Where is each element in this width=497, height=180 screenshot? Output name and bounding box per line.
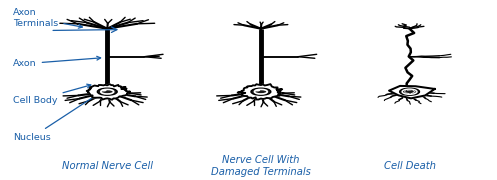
Text: Cell Death: Cell Death — [384, 161, 435, 171]
Polygon shape — [238, 84, 282, 100]
Text: Axon: Axon — [13, 56, 100, 68]
Text: Nerve Cell With
Damaged Terminals: Nerve Cell With Damaged Terminals — [211, 155, 311, 177]
Circle shape — [97, 88, 117, 95]
Text: Normal Nerve Cell: Normal Nerve Cell — [62, 161, 153, 171]
Text: Cell Body: Cell Body — [13, 84, 91, 105]
Text: Axon
Terminals: Axon Terminals — [13, 8, 83, 28]
Circle shape — [400, 88, 419, 95]
Text: Nucleus: Nucleus — [13, 92, 101, 142]
Circle shape — [254, 89, 260, 91]
Circle shape — [101, 89, 106, 91]
Polygon shape — [86, 84, 130, 100]
Circle shape — [251, 88, 271, 95]
Polygon shape — [389, 86, 435, 98]
